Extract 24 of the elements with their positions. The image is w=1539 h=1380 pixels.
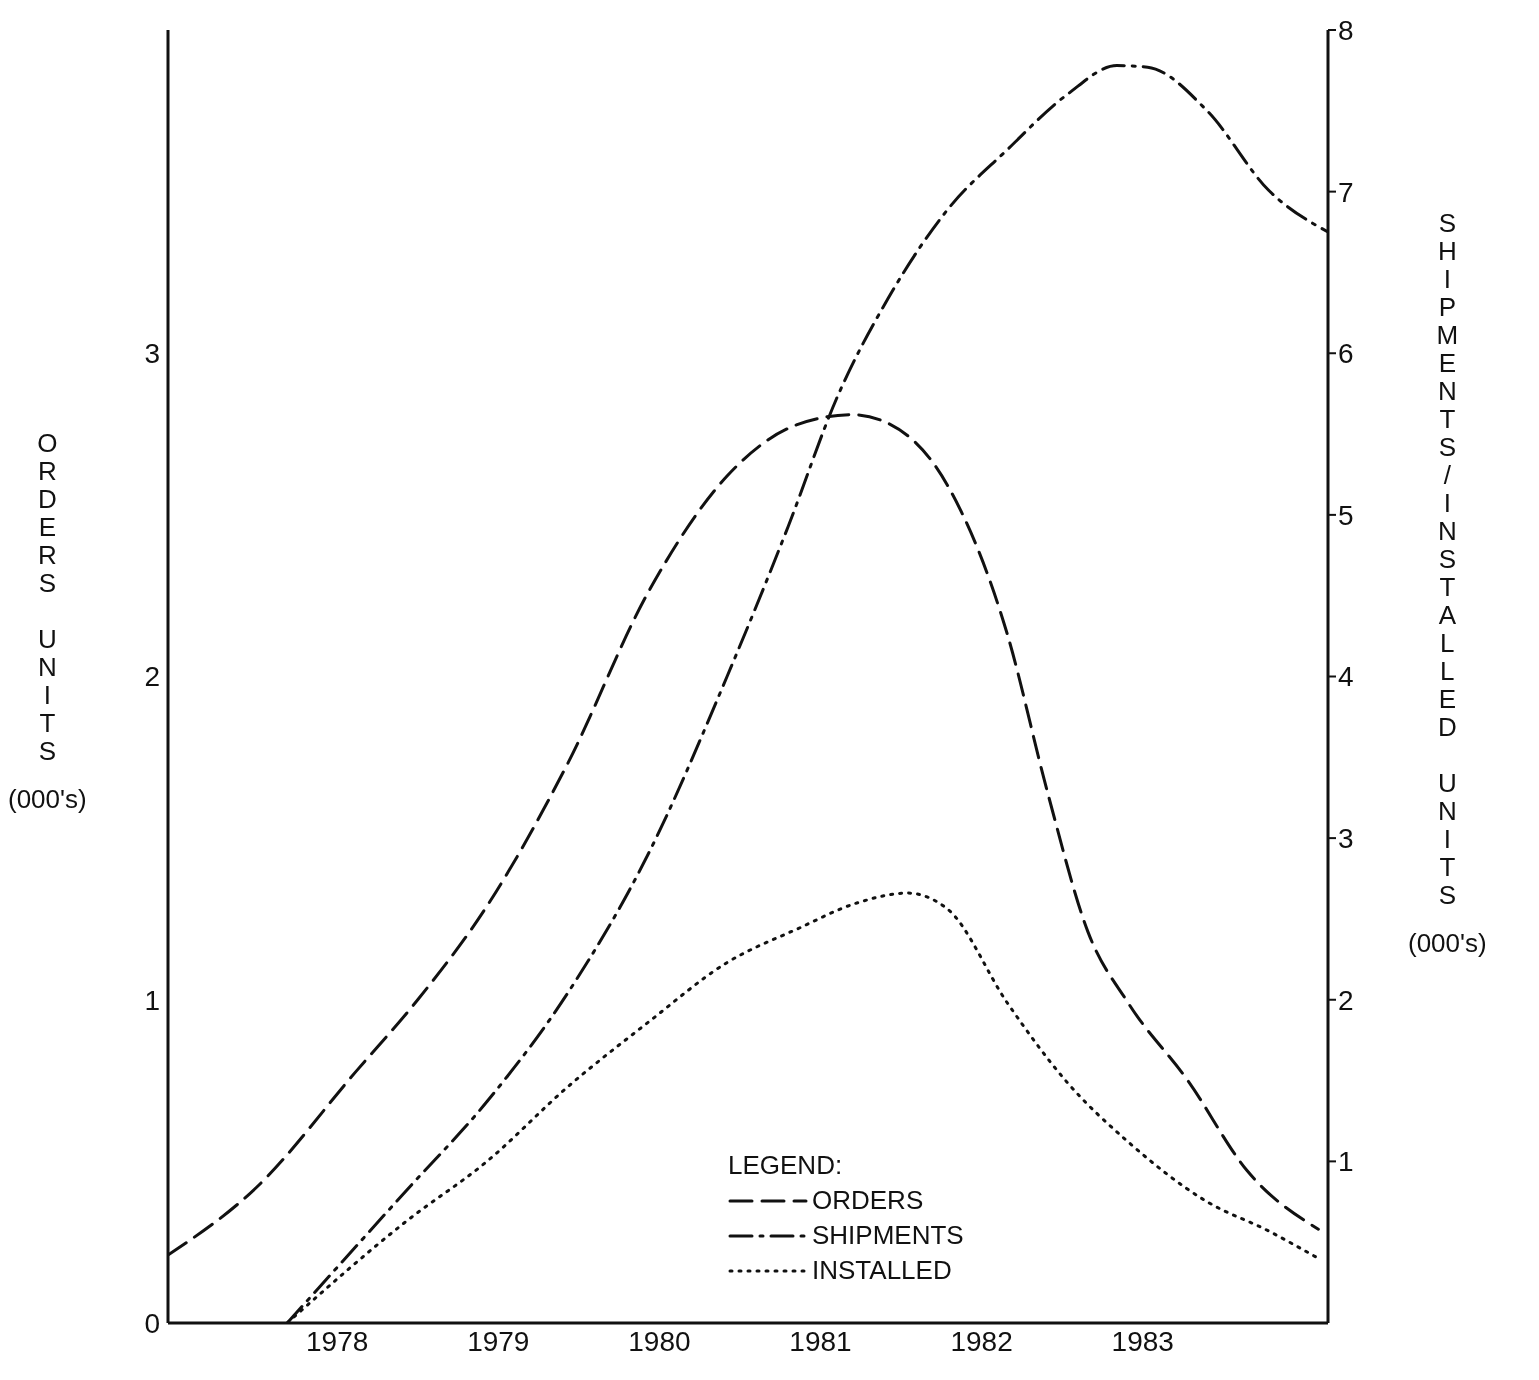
y2-tick-label: 3 (1338, 823, 1354, 855)
y2-tick-label: 1 (1338, 1146, 1354, 1178)
legend-label: SHIPMENTS (812, 1219, 964, 1252)
x-tick-label: 1980 (628, 1325, 691, 1357)
x-tick-label: 1978 (306, 1325, 369, 1357)
y-tick-label: 1 (144, 984, 160, 1016)
y2-tick-label: 8 (1338, 14, 1354, 46)
y2-tick-label: 5 (1338, 499, 1354, 531)
y-tick-label: 0 (144, 1307, 160, 1339)
y2-tick-label: 2 (1338, 984, 1354, 1016)
y-axis-title: ORDERS UNITS (000's) (8, 428, 87, 815)
y-tick-label: 3 (144, 338, 160, 370)
x-tick-label: 1981 (789, 1325, 852, 1357)
y2-tick-label: 4 (1338, 661, 1354, 693)
y-tick-label: 2 (144, 661, 160, 693)
x-tick-label: 1979 (467, 1325, 530, 1357)
x-tick-label: 1983 (1111, 1325, 1174, 1357)
legend-title: LEGEND: (728, 1149, 844, 1182)
legend-label: INSTALLED (812, 1254, 952, 1287)
y2-tick-label: 6 (1338, 338, 1354, 370)
y2-axis-title: SHIPMENTS/INSTALLED UNITS (000's) (1408, 208, 1487, 959)
y2-tick-label: 7 (1338, 176, 1354, 208)
legend-label: ORDERS (812, 1184, 924, 1217)
x-tick-label: 1982 (950, 1325, 1013, 1357)
